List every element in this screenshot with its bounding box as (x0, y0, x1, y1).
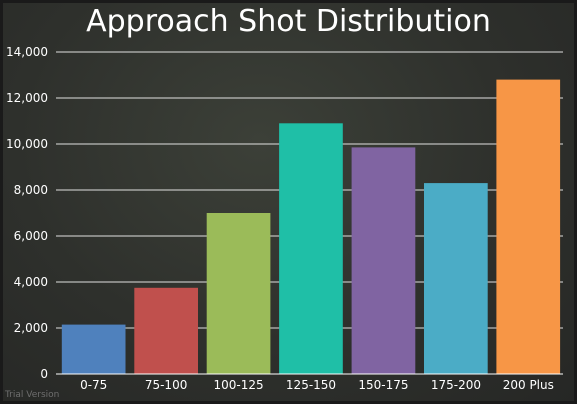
x-axis-ticks: 0-75 75-100 100-125 125-150 150-175 175-200 20… (80, 378, 554, 392)
x-tick-label: 75-100 (145, 378, 188, 392)
bar-100-125 (206, 213, 271, 374)
x-tick-label: 150-175 (358, 378, 408, 392)
bar-200-plus (496, 79, 561, 374)
x-tick-label: 125-150 (286, 378, 336, 392)
y-tick-label: 10,000 (6, 137, 48, 151)
bar-75-100 (134, 287, 198, 375)
bar-0-75 (61, 324, 126, 374)
bar-125-150 (279, 123, 343, 374)
bar-150-175 (351, 147, 416, 374)
bars (61, 79, 561, 375)
watermark-text: Trial Version (5, 390, 60, 400)
x-tick-label: 200 Plus (503, 378, 554, 392)
x-tick-label: 100-125 (214, 378, 264, 392)
y-tick-label: 6,000 (14, 229, 48, 243)
chart-title: Approach Shot Distribution (86, 4, 491, 39)
x-tick-label: 0-75 (80, 378, 107, 392)
y-axis-ticks: 0 2,000 4,000 6,000 8,000 10,000 12,000 14,000 (6, 45, 48, 381)
y-tick-label: 4,000 (14, 275, 48, 289)
x-tick-label: 175-200 (431, 378, 481, 392)
y-tick-label: 0 (40, 367, 48, 381)
y-tick-label: 12,000 (6, 91, 48, 105)
bar-175-200 (424, 183, 488, 374)
y-tick-label: 14,000 (6, 45, 48, 59)
y-tick-label: 8,000 (14, 183, 48, 197)
y-tick-label: 2,000 (14, 321, 48, 335)
